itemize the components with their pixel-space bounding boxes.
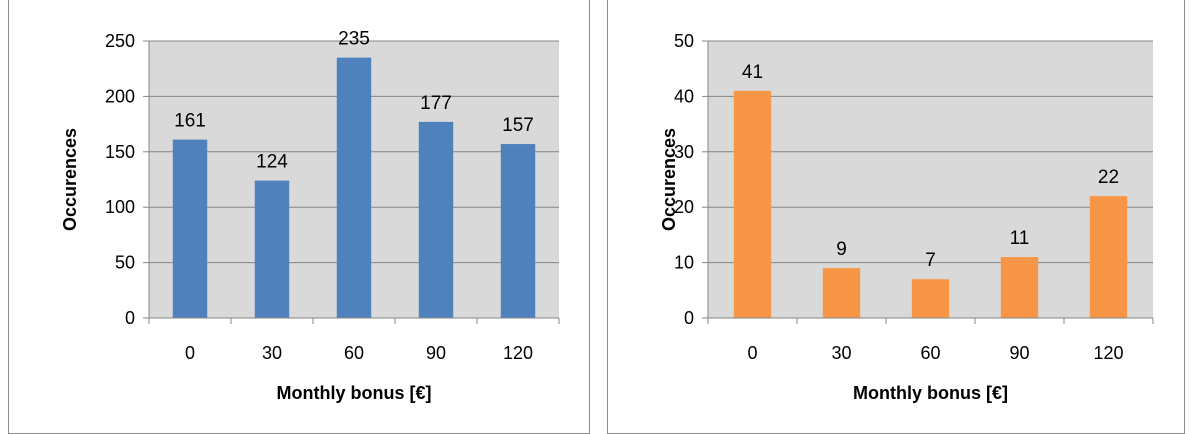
x-tick-label: 60 [344,343,364,363]
x-tick-label: 30 [262,343,282,363]
y-tick-label: 50 [115,253,135,273]
x-tick-marks [707,318,1154,324]
data-label: 9 [836,239,847,260]
data-label: 11 [1010,228,1030,249]
y-tick-labels: 0 10 20 30 40 50 [674,31,694,328]
bar [254,180,290,318]
bar [336,57,372,319]
x-tick-marks [148,318,560,324]
x-tick-labels: 0 30 60 90 120 [185,343,533,363]
y-tick-label: 50 [674,31,694,51]
x-tick-label: 120 [1093,343,1123,363]
bars [733,90,1128,318]
chart-panel-left: 0 50 100 150 200 250 0 30 60 90 120 161 124 235 177 1… [8,0,590,434]
data-label: 157 [502,115,534,136]
bar [500,144,536,318]
y-tick-label: 30 [674,142,694,162]
data-label: 161 [174,111,206,132]
bar [1000,257,1039,318]
x-tick-label: 120 [503,343,533,363]
x-axis-title: Monthly bonus [€] [277,383,432,403]
bar [822,268,861,318]
x-tick-label: 90 [426,343,446,363]
bar [1089,196,1128,318]
bar [911,279,950,318]
x-tick-label: 60 [920,343,940,363]
y-tick-label: 20 [674,197,694,217]
bar [418,121,454,318]
y-tick-label: 100 [105,197,135,217]
y-tick-label: 200 [105,86,135,106]
chart-panel-right: 0 10 20 30 40 50 0 30 60 90 120 41 9 7 11 22 Occurenc… [607,0,1185,434]
y-tick-label: 0 [684,308,694,328]
x-tick-labels: 0 30 60 90 120 [747,343,1123,363]
y-axis-title: Occurences [659,128,679,231]
data-label: 124 [256,152,288,173]
y-tick-label: 150 [105,142,135,162]
y-tick-label: 250 [105,31,135,51]
bar [172,139,208,318]
y-tick-marks [143,40,149,319]
bar [733,90,772,318]
x-axis-title: Monthly bonus [€] [853,383,1008,403]
data-label: 22 [1098,167,1119,188]
plot-area [708,41,1153,318]
data-labels: 41 9 7 11 22 [742,62,1119,271]
bars [172,57,536,319]
y-tick-label: 40 [674,86,694,106]
bar-chart-right: 0 10 20 30 40 50 0 30 60 90 120 41 9 7 11 22 Occurenc… [659,31,1154,403]
x-tick-label: 30 [831,343,851,363]
data-label: 235 [338,29,370,50]
y-axis-title: Occurences [60,128,80,231]
y-tick-label: 10 [674,253,694,273]
y-tick-marks [702,40,708,319]
y-tick-labels: 0 50 100 150 200 250 [105,31,135,328]
y-tick-label: 0 [125,308,135,328]
gridlines [708,40,1153,264]
x-tick-label: 0 [747,343,757,363]
x-tick-label: 0 [185,343,195,363]
data-label: 7 [925,250,936,271]
data-label: 41 [742,62,763,83]
data-label: 177 [420,93,452,114]
x-tick-label: 90 [1009,343,1029,363]
data-labels: 161 124 235 177 157 [174,29,534,173]
